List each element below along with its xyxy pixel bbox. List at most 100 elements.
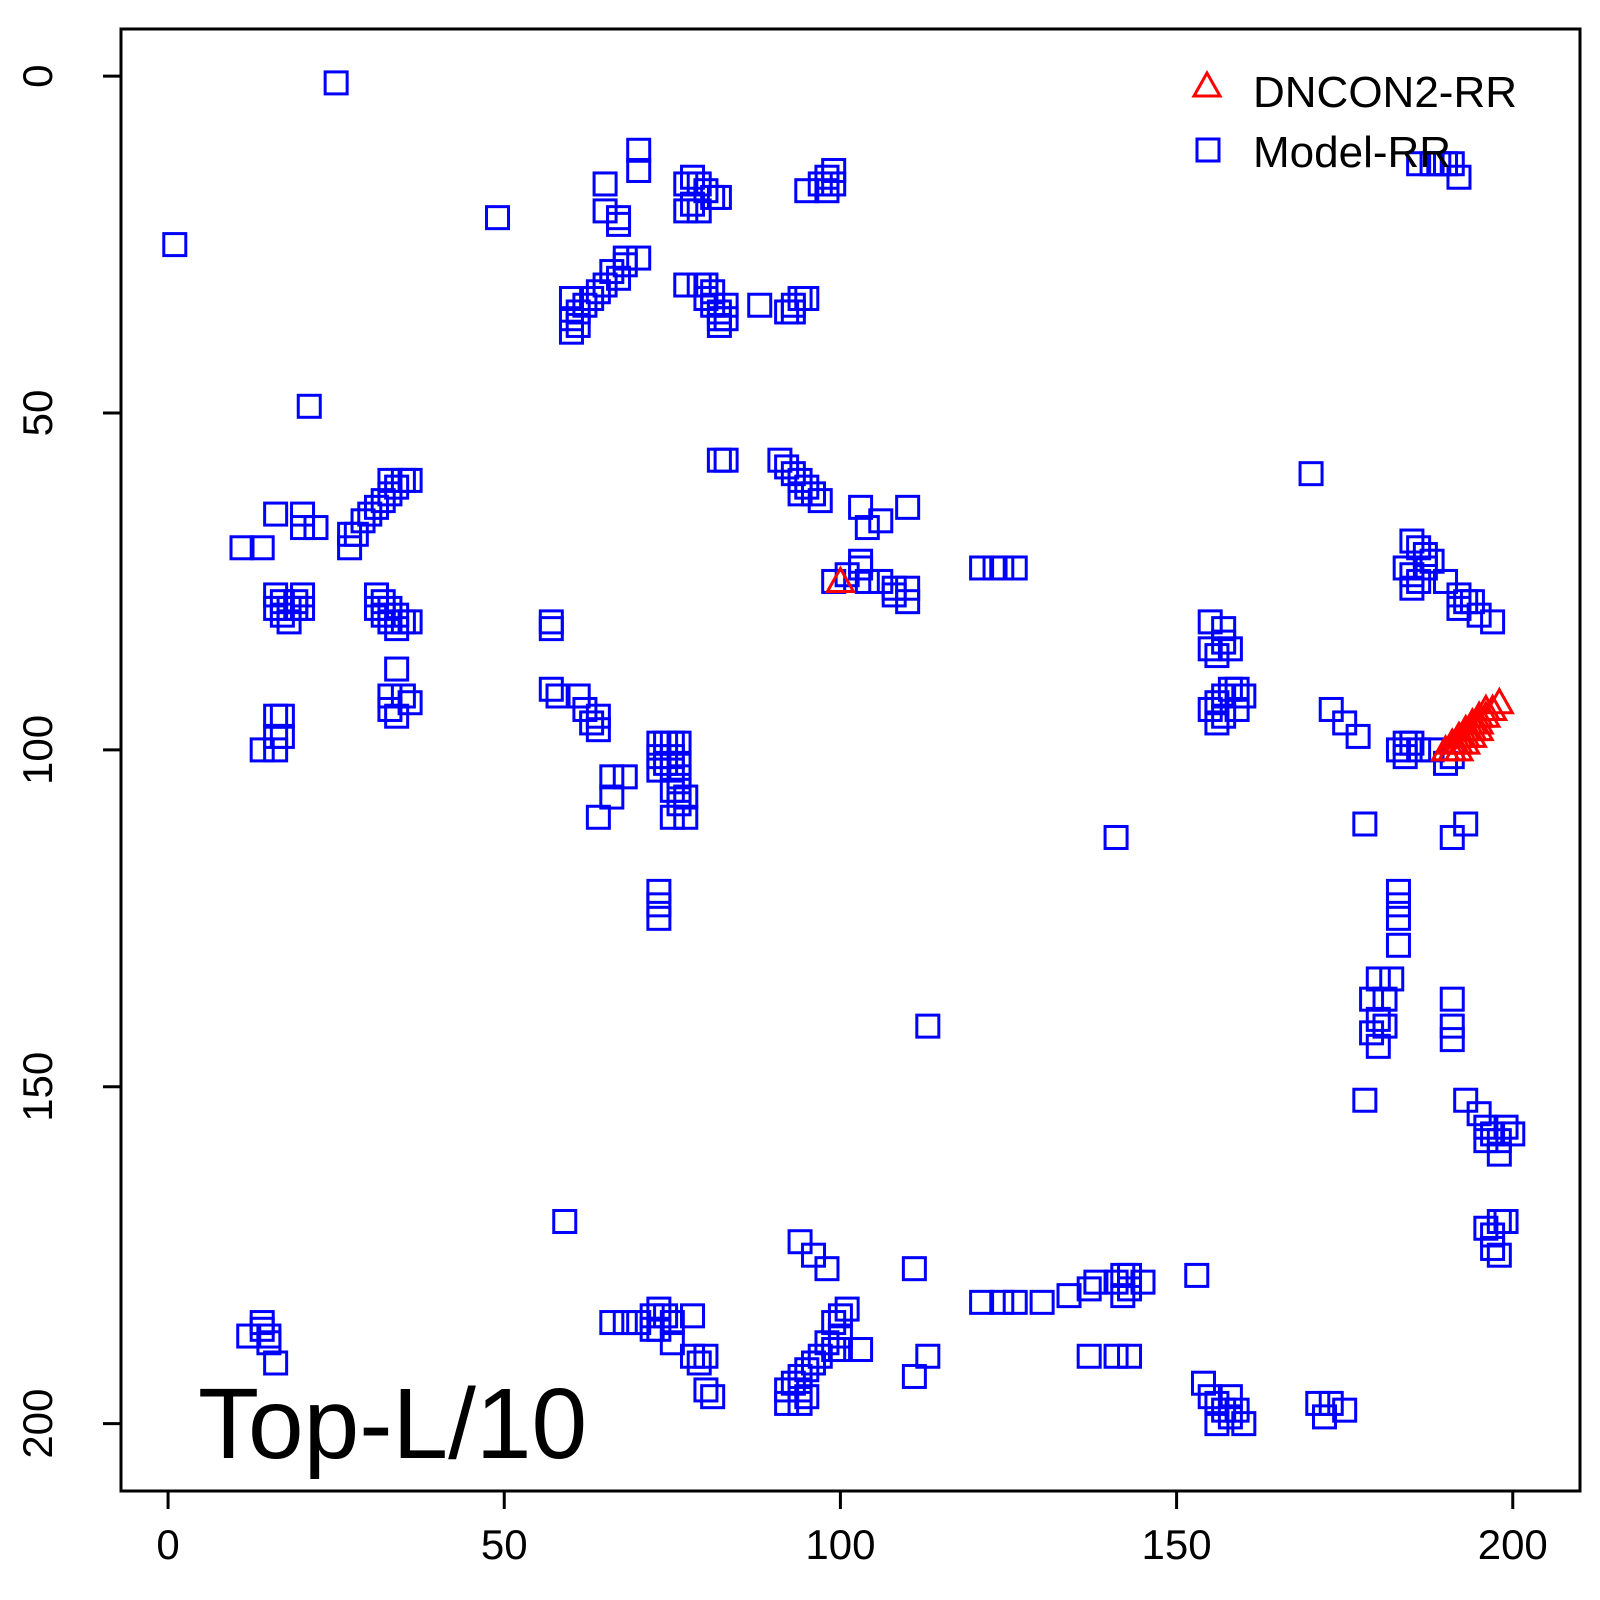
point-model-rr xyxy=(915,1343,941,1369)
point-model-rr xyxy=(686,171,712,197)
point-model-rr xyxy=(1372,986,1398,1012)
x-axis: 0 50 100 150 200 xyxy=(156,1489,1548,1568)
point-model-rr xyxy=(538,676,564,702)
point-model-rr xyxy=(1439,824,1465,850)
point-model-rr xyxy=(821,157,847,183)
point-model-rr xyxy=(1385,932,1411,958)
y-tick-label: 150 xyxy=(14,1052,61,1122)
point-model-rr xyxy=(895,589,921,615)
point-model-rr xyxy=(1197,696,1223,722)
point-dncon2-rr xyxy=(1483,686,1515,715)
point-model-rr xyxy=(1473,1114,1499,1140)
point-model-rr xyxy=(868,568,894,594)
point-model-rr xyxy=(1211,683,1237,709)
point-model-rr xyxy=(236,1323,262,1349)
point-model-rr xyxy=(1217,1404,1243,1430)
point-model-rr xyxy=(827,1337,853,1363)
y-axis: 0 50 100 150 200 xyxy=(14,64,123,1459)
point-model-rr xyxy=(290,501,316,527)
point-model-rr xyxy=(599,1310,625,1336)
point-model-rr xyxy=(1318,1390,1344,1416)
point-model-rr xyxy=(303,515,329,541)
point-model-rr xyxy=(969,555,995,581)
point-dncon2-rr xyxy=(824,565,856,593)
legend-label-dncon2-rr: DNCON2-RR xyxy=(1253,68,1517,117)
point-model-rr xyxy=(814,1256,840,1282)
point-model-rr xyxy=(384,703,410,729)
point-dncon2-rr xyxy=(1463,706,1495,735)
point-model-rr xyxy=(1352,1087,1378,1113)
point-model-rr xyxy=(585,703,611,729)
point-model-rr xyxy=(1359,1020,1385,1046)
point-model-rr xyxy=(1480,1222,1506,1248)
point-model-rr xyxy=(229,535,255,561)
point-dncon2-rr xyxy=(1477,693,1509,721)
point-model-rr xyxy=(599,259,625,285)
x-tick-label: 100 xyxy=(805,1521,875,1568)
point-model-rr xyxy=(1399,562,1425,588)
point-model-rr xyxy=(1217,1384,1243,1410)
point-model-rr xyxy=(774,1377,800,1403)
legend: DNCON2-RR Model-RR xyxy=(1191,68,1517,177)
point-model-rr xyxy=(807,1343,833,1369)
point-model-rr xyxy=(1453,811,1479,837)
point-model-rr xyxy=(269,602,295,628)
point-model-rr xyxy=(1332,710,1358,736)
point-model-rr xyxy=(1318,696,1344,722)
point-model-rr xyxy=(558,319,584,345)
point-model-rr xyxy=(1439,1027,1465,1053)
y-tick-label: 0 xyxy=(14,64,61,87)
data-markers xyxy=(162,70,1526,1437)
point-model-rr xyxy=(787,1390,813,1416)
point-model-rr xyxy=(666,750,692,776)
point-model-rr xyxy=(989,1289,1015,1315)
point-model-rr xyxy=(673,198,699,224)
point-model-rr xyxy=(1439,151,1465,177)
point-dncon2-rr xyxy=(1443,733,1475,762)
point-model-rr xyxy=(592,171,618,197)
point-model-rr xyxy=(915,1013,941,1039)
point-model-rr xyxy=(854,515,880,541)
point-model-rr xyxy=(626,245,652,271)
point-model-rr xyxy=(814,1330,840,1356)
point-model-rr xyxy=(377,481,403,507)
point-model-rr xyxy=(1352,811,1378,837)
point-model-rr xyxy=(612,1310,638,1336)
point-model-rr xyxy=(1103,1269,1129,1295)
point-model-rr xyxy=(1231,683,1257,709)
point-model-rr xyxy=(653,1303,679,1329)
point-model-rr xyxy=(1076,1276,1102,1302)
point-model-rr xyxy=(377,609,403,635)
point-model-rr xyxy=(370,488,396,514)
point-model-rr xyxy=(1332,1397,1358,1423)
point-model-rr xyxy=(881,582,907,608)
point-model-rr xyxy=(1406,535,1432,561)
point-model-rr xyxy=(895,494,921,520)
point-model-rr xyxy=(646,905,672,931)
point-model-rr xyxy=(1473,1215,1499,1241)
point-model-rr xyxy=(592,272,618,298)
point-model-rr xyxy=(1486,1242,1512,1268)
point-model-rr xyxy=(1117,1262,1143,1288)
point-model-rr xyxy=(989,555,1015,581)
legend-marker-dncon2-rr xyxy=(1191,69,1223,98)
point-model-rr xyxy=(821,171,847,197)
point-model-rr xyxy=(693,1377,719,1403)
point-model-rr xyxy=(538,616,564,642)
point-model-rr xyxy=(1211,616,1237,642)
point-model-rr xyxy=(626,157,652,183)
point-model-rr xyxy=(1103,824,1129,850)
point-model-rr xyxy=(659,1310,685,1336)
point-model-rr xyxy=(585,717,611,743)
point-model-rr xyxy=(343,521,369,547)
point-model-rr xyxy=(646,892,672,918)
point-model-rr xyxy=(1305,1390,1331,1416)
point-model-rr xyxy=(848,494,874,520)
point-model-rr xyxy=(397,467,423,493)
point-model-rr xyxy=(337,535,363,561)
y-tick-label: 50 xyxy=(14,390,61,437)
point-model-rr xyxy=(572,292,598,318)
point-model-rr xyxy=(679,1303,705,1329)
point-model-rr xyxy=(787,1363,813,1389)
point-model-rr xyxy=(1453,1087,1479,1113)
